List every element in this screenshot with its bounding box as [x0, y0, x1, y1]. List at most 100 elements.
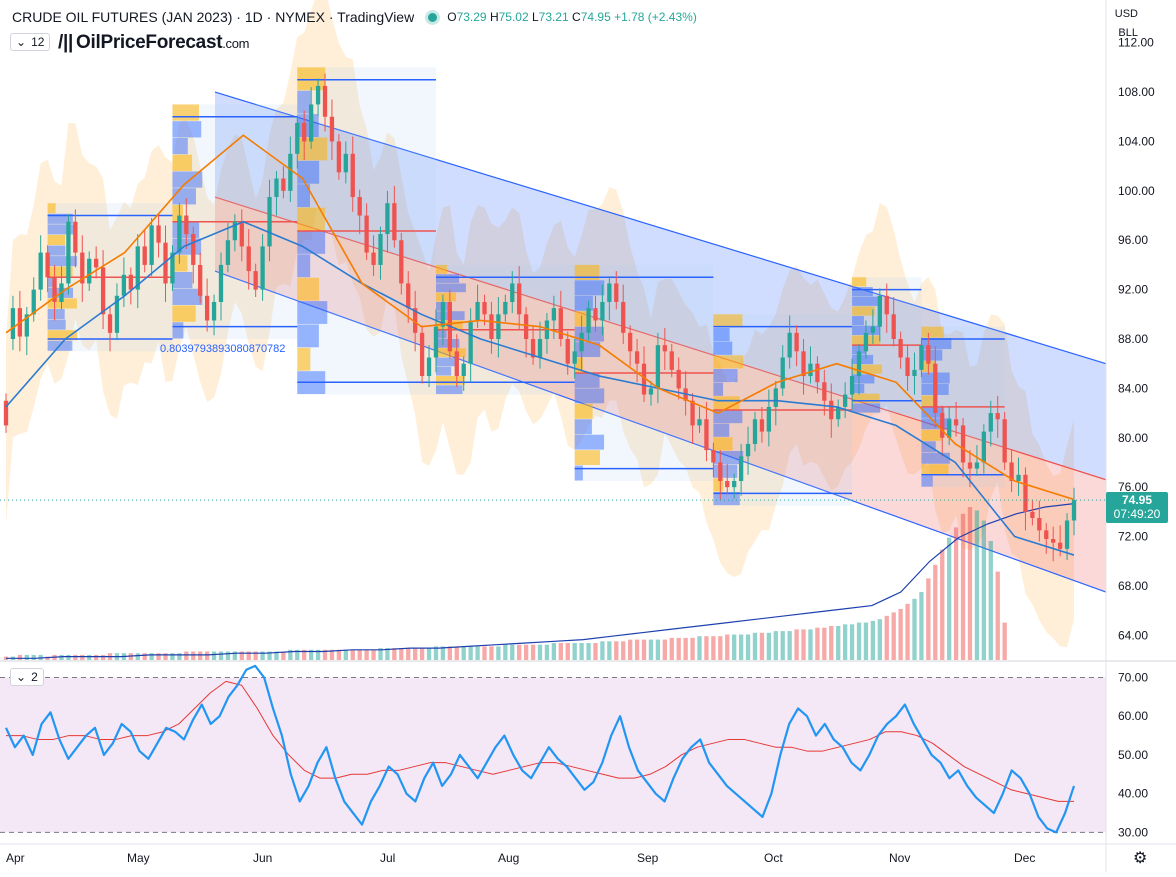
- volume-profile-row: [713, 355, 744, 369]
- chevron-icon: ⌄: [16, 35, 27, 49]
- volume-bar: [260, 651, 265, 660]
- volume-profile-row: [921, 395, 934, 407]
- time-axis[interactable]: Apr May Jun Jul Aug Sep Oct Nov Dec ⚙: [6, 850, 1147, 867]
- volume-profile-row: [172, 137, 188, 155]
- candle-body: [614, 283, 619, 302]
- volume-bar: [267, 651, 272, 660]
- volume-profile-row: [47, 224, 78, 235]
- volume-profile-row: [172, 121, 202, 138]
- volume-profile-row: [297, 90, 311, 114]
- volume-bar: [198, 651, 203, 660]
- time-tick-label: Aug: [498, 851, 519, 865]
- volume-bar: [489, 646, 494, 660]
- volume-profile-row: [852, 316, 864, 326]
- time-tick-label: Sep: [637, 851, 659, 865]
- candlesticks: [3, 73, 1077, 562]
- candle-body: [634, 351, 640, 364]
- candle-body: [121, 274, 127, 296]
- candle-body: [482, 301, 487, 315]
- candle-body: [523, 314, 529, 339]
- volume-profile-row: [47, 234, 66, 246]
- price-tick-label: 88.00: [1118, 332, 1148, 346]
- volume-bar: [308, 649, 314, 660]
- volume-bar: [184, 651, 189, 660]
- candle-body: [676, 369, 681, 389]
- candle-body: [773, 388, 778, 407]
- candle-body: [794, 332, 799, 352]
- candle-body: [530, 339, 536, 358]
- volume-bar: [100, 654, 106, 660]
- currency-label[interactable]: USD: [1114, 8, 1138, 20]
- candle-body: [336, 141, 342, 173]
- candle-body: [1023, 474, 1028, 512]
- volume-bar: [24, 654, 29, 660]
- candle-body: [503, 301, 508, 315]
- candle-body: [232, 221, 238, 241]
- candle-body: [80, 252, 85, 284]
- volume-bar: [433, 646, 439, 660]
- volume-profile-row: [713, 382, 724, 396]
- candle-body: [142, 246, 147, 265]
- price-tick-label: 112.00: [1118, 36, 1154, 50]
- candle-body: [343, 153, 348, 173]
- volume-bar: [870, 620, 876, 660]
- volume-bar: [73, 654, 78, 660]
- volume-bar: [884, 615, 889, 660]
- volume-bar: [662, 639, 667, 660]
- candle-body: [898, 339, 903, 358]
- candle-body: [45, 252, 50, 278]
- price-axis[interactable]: 112.00 108.00 104.00 100.00 96.00 92.00 88.00 8…: [1118, 36, 1155, 643]
- volume-profile-row: [172, 305, 196, 322]
- candle-body: [967, 462, 973, 469]
- volume-bar: [752, 632, 758, 660]
- volume-profile-row: [297, 184, 311, 208]
- candle-body: [641, 363, 647, 395]
- volume-bar: [815, 627, 820, 660]
- volume-profile-row: [47, 330, 78, 341]
- time-tick-label: Jul: [380, 851, 395, 865]
- symbol-title[interactable]: CRUDE OIL FUTURES (JAN 2023) · 1D · NYME…: [12, 9, 415, 25]
- volume-profile-row: [852, 296, 883, 306]
- volume-bar: [787, 631, 792, 660]
- volume-bar: [801, 629, 806, 660]
- candle-body: [1057, 542, 1063, 549]
- volume-profile-row: [172, 204, 184, 222]
- candle-body: [1037, 518, 1042, 531]
- volume-profile-row: [435, 264, 448, 274]
- candle-body: [586, 308, 591, 333]
- volume-bar: [399, 648, 404, 660]
- candle-body: [988, 413, 993, 432]
- indicators-toggle[interactable]: ⌄ 12: [10, 33, 51, 51]
- candle-body: [399, 240, 404, 284]
- price-tick-label: 76.00: [1118, 480, 1148, 494]
- volume-profile-row: [297, 160, 320, 184]
- last-price: 74.95: [1121, 493, 1153, 507]
- volume-bar: [898, 609, 903, 660]
- volume-bar: [426, 648, 432, 660]
- volume-bar: [440, 646, 446, 660]
- candle-body: [198, 264, 203, 296]
- volume-bar: [732, 634, 737, 660]
- volume-profile-row: [297, 67, 326, 91]
- candle-body: [239, 221, 244, 247]
- volume-bar: [634, 639, 640, 660]
- settings-gear-icon[interactable]: ⚙: [1133, 850, 1147, 867]
- volume-bar: [468, 646, 473, 660]
- volume-bar: [912, 598, 917, 660]
- rsi-indicator-toggle[interactable]: ⌄ 2: [10, 668, 44, 686]
- volume-bar: [988, 541, 993, 660]
- candle-body: [329, 116, 335, 142]
- candle-body: [128, 274, 133, 290]
- volume-profile-row: [435, 274, 460, 283]
- candle-body: [787, 332, 792, 358]
- chart-header: CRUDE OIL FUTURES (JAN 2023) · 1D · NYME…: [12, 9, 697, 25]
- candle-body: [378, 234, 383, 265]
- volume-bar: [350, 649, 355, 660]
- unit-label[interactable]: BLL: [1118, 27, 1138, 39]
- volume-profile-row: [713, 368, 738, 383]
- volume-bar: [336, 649, 342, 660]
- candle-body: [163, 242, 168, 284]
- volume-bar: [59, 654, 64, 660]
- candle-body: [1051, 539, 1056, 543]
